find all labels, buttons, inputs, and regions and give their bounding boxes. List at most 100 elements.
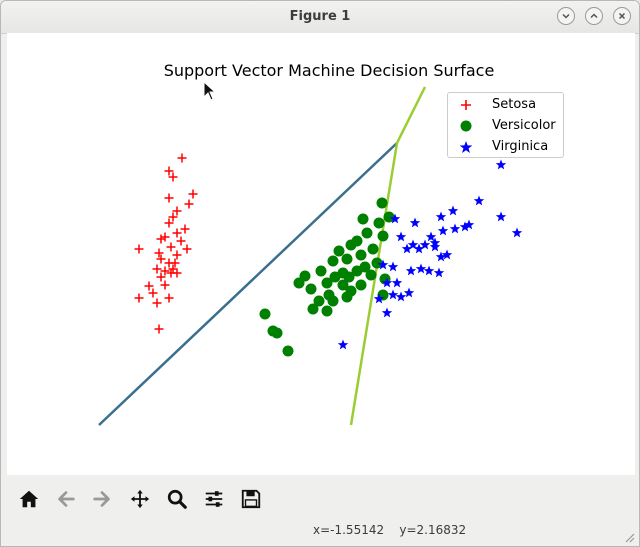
setosa-point <box>164 218 174 228</box>
virginica-point <box>419 239 431 250</box>
setosa-point <box>166 268 176 278</box>
setosa-point <box>160 266 170 276</box>
plot-canvas[interactable]: Support Vector Machine Decision Surface … <box>7 33 635 475</box>
versicolor-point <box>341 291 353 303</box>
setosa-point <box>144 281 154 291</box>
setosa-point <box>182 244 192 254</box>
back-button[interactable] <box>52 485 80 513</box>
arrow-left-icon <box>58 491 75 507</box>
versicolor-point <box>259 308 271 320</box>
save-button[interactable] <box>237 485 265 513</box>
decision-line-boundary-2 <box>349 86 427 426</box>
setosa-point <box>164 166 174 176</box>
versicolor-point <box>377 230 389 242</box>
virginica-point <box>413 243 425 254</box>
star-marker-icon <box>459 141 473 153</box>
resize-grip-icon[interactable] <box>623 531 635 543</box>
setosa-point <box>148 288 158 298</box>
virginica-point <box>381 277 393 288</box>
setosa-point <box>164 193 174 203</box>
virginica-point <box>387 289 399 300</box>
sliders-icon <box>205 491 223 507</box>
versicolor-point <box>321 305 333 317</box>
mouse-pointer-icon <box>203 81 217 101</box>
virginica-point <box>391 277 403 288</box>
versicolor-point <box>361 227 373 239</box>
versicolor-point <box>357 213 369 225</box>
setosa-point <box>166 242 176 252</box>
versicolor-point <box>337 279 349 291</box>
virginica-point <box>415 263 427 274</box>
minimize-icon <box>562 13 570 19</box>
setosa-point <box>152 264 162 274</box>
floppy-disk-icon <box>241 489 261 509</box>
setosa-point <box>154 324 164 334</box>
virginica-point <box>395 231 407 242</box>
scatter-plot <box>98 86 523 426</box>
cursor-coordinates: x=-1.55142 y=2.16832 <box>313 523 467 537</box>
decision-line-boundary-1 <box>98 142 398 426</box>
pan-button[interactable] <box>126 485 154 513</box>
versicolor-point <box>271 327 283 339</box>
virginica-point <box>459 221 471 232</box>
versicolor-point <box>293 277 305 289</box>
plus-marker-icon <box>461 100 471 110</box>
setosa-point <box>172 250 182 260</box>
plot-title: Support Vector Machine Decision Surface <box>163 61 495 80</box>
maximize-button[interactable] <box>585 7 603 25</box>
virginica-point <box>495 211 507 222</box>
setosa-point <box>156 272 166 282</box>
setosa-point <box>176 236 186 246</box>
legend-label: Versicolor <box>492 118 556 133</box>
virginica-point <box>405 265 417 276</box>
configure-subplots-button[interactable] <box>200 485 228 513</box>
setosa-point <box>164 293 174 303</box>
versicolor-point <box>282 345 294 357</box>
navigation-toolbar: x=-1.55142 y=2.16832 <box>1 475 639 546</box>
versicolor-point <box>341 253 353 265</box>
arrow-right-icon <box>93 491 110 507</box>
virginica-point <box>437 225 449 236</box>
virginica-point <box>401 243 413 254</box>
minimize-button[interactable] <box>557 7 575 25</box>
versicolor-point <box>371 257 383 269</box>
legend-item-virginica: Virginica <box>448 137 565 157</box>
versicolor-point <box>321 277 333 289</box>
setosa-point <box>180 224 190 234</box>
virginica-point <box>423 265 435 276</box>
versicolor-point <box>305 283 317 295</box>
virginica-point <box>381 307 393 318</box>
setosa-point <box>172 228 182 238</box>
versicolor-point <box>355 279 367 291</box>
versicolor-point <box>365 269 377 281</box>
close-button[interactable] <box>613 7 631 25</box>
versicolor-point <box>329 271 341 283</box>
versicolor-point <box>355 249 367 261</box>
setosa-point <box>152 298 162 308</box>
setosa-point <box>168 172 178 182</box>
home-button[interactable] <box>15 485 43 513</box>
setosa-point <box>177 153 187 163</box>
forward-button[interactable] <box>88 485 116 513</box>
close-icon <box>618 12 626 20</box>
virginica-point <box>395 291 407 302</box>
legend-label: Setosa <box>492 97 537 112</box>
setosa-point <box>134 244 144 254</box>
setosa-point <box>156 254 166 264</box>
virginica-point <box>429 241 441 252</box>
magnifier-icon <box>167 489 187 509</box>
versicolor-point <box>367 243 379 255</box>
move-icon <box>130 489 150 509</box>
legend-item-versicolor: Versicolor <box>448 116 565 136</box>
virginica-point <box>433 267 445 278</box>
legend-label: Virginica <box>492 139 549 154</box>
setosa-point <box>184 199 194 209</box>
versicolor-point <box>345 239 357 251</box>
zoom-button[interactable] <box>163 485 191 513</box>
setosa-point <box>154 248 164 258</box>
setosa-point <box>170 258 180 268</box>
virginica-point <box>495 159 507 170</box>
title-bar: Figure 1 <box>1 1 639 34</box>
versicolor-point <box>373 217 385 229</box>
